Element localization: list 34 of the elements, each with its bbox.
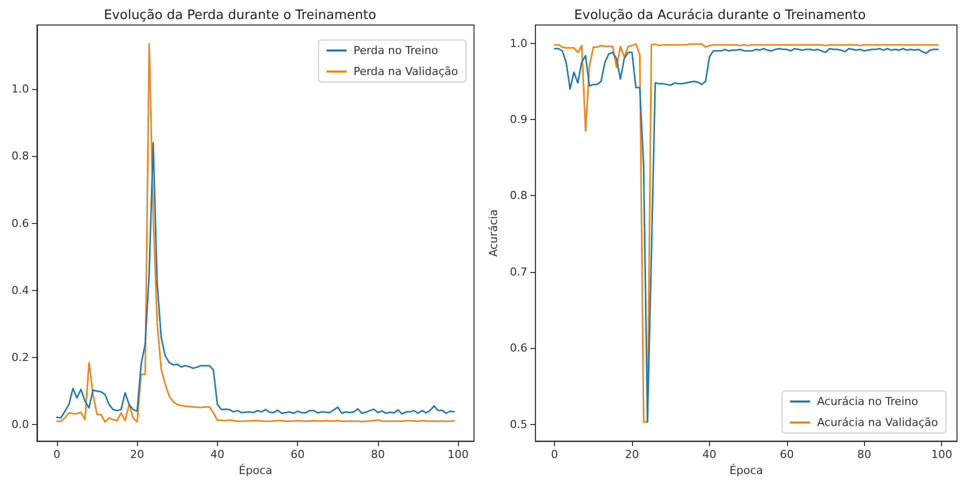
x-tick-label: 0 (551, 448, 558, 462)
x-tick-label: 40 (210, 448, 224, 462)
x-tick-label: 40 (702, 448, 716, 462)
x-tick-label: 20 (130, 448, 144, 462)
y-tick-label: 1.0 (12, 82, 29, 96)
y-tick-label: 0.8 (510, 189, 528, 202)
line-series (56, 142, 455, 419)
x-tick-label: 100 (931, 448, 952, 462)
y-tick-label: 0.9 (510, 113, 528, 126)
legend-label: Acurácia na Validação (817, 416, 938, 429)
x-tick-label: 60 (780, 448, 794, 462)
y-tick-label: 0.5 (510, 418, 528, 431)
y-tick-label: 0.2 (12, 351, 29, 364)
y-tick-label: 0.8 (12, 150, 29, 163)
x-tick-label: 20 (624, 448, 639, 462)
y-tick-label: 0.6 (12, 216, 29, 230)
x-tick-label: 80 (370, 448, 385, 462)
legend-label: Perda na Validação (353, 65, 458, 78)
x-tick-label: 100 (448, 448, 469, 462)
y-tick-label: 0.7 (510, 265, 528, 278)
x-tick-label: 80 (857, 448, 872, 462)
x-axis-title: Época (729, 463, 763, 477)
legend-label: Acurácia no Treino (817, 395, 918, 408)
chart-title: Evolução da Acurácia durante o Treinamento (574, 8, 866, 23)
y-tick-label: 1.0 (510, 36, 528, 50)
x-axis-title: Época (238, 463, 272, 477)
y-tick-label: 0.0 (12, 418, 29, 432)
chart-title: Evolução da Perda durante o Treinamento (104, 8, 376, 23)
legend-label: Perda no Treino (353, 44, 438, 57)
y-axis-title: Acurácia (487, 209, 500, 257)
x-tick-label: 0 (53, 448, 60, 462)
y-tick-label: 0.6 (510, 342, 528, 355)
y-tick-label: 0.4 (12, 284, 29, 297)
x-tick-label: 60 (290, 448, 305, 462)
